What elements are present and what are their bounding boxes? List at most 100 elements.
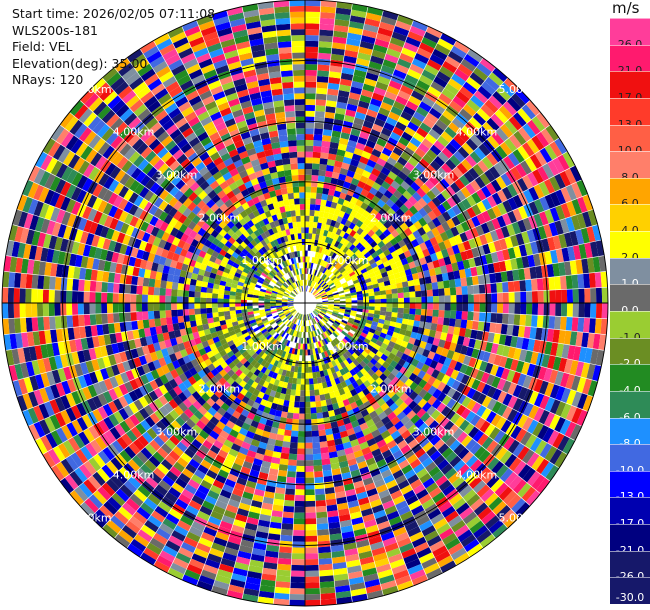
velocity-gate <box>183 257 191 266</box>
velocity-gate <box>368 200 377 209</box>
velocity-gate <box>315 99 327 106</box>
velocity-gate <box>271 372 278 380</box>
velocity-gate <box>444 303 451 311</box>
velocity-gate <box>317 314 323 320</box>
velocity-gate <box>445 333 454 343</box>
velocity-gate <box>218 377 227 386</box>
velocity-gate <box>3 255 12 272</box>
velocity-gate <box>39 202 50 219</box>
velocity-gate <box>378 252 386 260</box>
velocity-gate <box>50 429 63 446</box>
velocity-gate <box>351 80 364 90</box>
velocity-gate <box>412 191 422 202</box>
velocity-gate <box>50 124 65 142</box>
velocity-gate <box>312 447 321 455</box>
velocity-gate <box>119 243 128 255</box>
velocity-gate <box>64 115 79 132</box>
velocity-gate <box>432 259 441 269</box>
velocity-gate <box>451 193 462 205</box>
velocity-gate <box>270 293 277 297</box>
velocity-gate <box>480 407 492 421</box>
velocity-gate <box>432 207 442 218</box>
velocity-gate <box>355 313 362 319</box>
velocity-gate <box>348 21 365 30</box>
velocity-gate <box>254 376 262 384</box>
velocity-gate <box>204 495 218 506</box>
velocity-gate <box>372 244 381 252</box>
velocity-gate <box>286 346 291 353</box>
velocity-gate <box>102 271 110 283</box>
velocity-gate <box>190 238 200 248</box>
velocity-gate <box>112 303 119 314</box>
velocity-gate <box>347 348 355 355</box>
velocity-gate <box>380 430 391 440</box>
velocity-gate <box>549 141 563 158</box>
velocity-gate <box>426 366 435 376</box>
velocity-gate <box>337 313 344 318</box>
velocity-gate <box>118 198 129 211</box>
velocity-gate <box>262 393 270 401</box>
velocity-gate <box>305 93 316 100</box>
velocity-gate <box>308 286 312 293</box>
velocity-gate <box>305 233 309 239</box>
velocity-gate <box>231 321 239 327</box>
velocity-gate <box>536 315 544 328</box>
velocity-gate <box>239 347 247 355</box>
velocity-gate <box>350 196 358 205</box>
velocity-gate <box>327 445 337 453</box>
velocity-gate <box>85 442 98 458</box>
velocity-gate <box>130 167 142 180</box>
velocity-gate <box>141 162 154 175</box>
velocity-gate <box>260 366 268 374</box>
velocity-gate <box>305 157 313 164</box>
velocity-gate <box>177 213 188 224</box>
velocity-gate <box>262 319 269 325</box>
velocity-gate <box>136 229 146 241</box>
velocity-gate <box>475 330 484 341</box>
velocity-gate <box>155 366 165 378</box>
velocity-gate <box>179 328 187 337</box>
velocity-gate <box>352 334 359 341</box>
velocity-gate <box>60 394 71 410</box>
velocity-gate <box>187 201 197 212</box>
velocity-gate <box>259 344 267 351</box>
velocity-gate <box>263 561 278 570</box>
velocity-gate <box>418 388 428 399</box>
velocity-gate <box>427 86 442 98</box>
velocity-gate <box>345 391 353 399</box>
velocity-gate <box>506 96 522 112</box>
velocity-gate <box>113 410 125 424</box>
velocity-gate <box>223 290 231 296</box>
velocity-gate <box>266 538 281 547</box>
velocity-gate <box>362 357 370 365</box>
velocity-gate <box>346 170 356 178</box>
velocity-gate <box>512 194 524 209</box>
velocity-gate <box>424 416 435 427</box>
velocity-gate <box>31 230 41 247</box>
velocity-gate <box>117 506 133 521</box>
velocity-gate <box>385 398 395 408</box>
velocity-gate <box>300 320 303 327</box>
velocity-gate <box>229 578 246 588</box>
velocity-gate <box>348 222 356 230</box>
velocity-gate <box>164 454 177 467</box>
velocity-gate <box>380 306 387 312</box>
velocity-gate <box>379 290 387 296</box>
velocity-gate <box>307 274 310 280</box>
velocity-gate <box>185 346 194 356</box>
velocity-gate <box>419 340 427 349</box>
velocity-gate <box>399 84 414 96</box>
velocity-gate <box>319 253 324 260</box>
velocity-gate <box>244 390 253 399</box>
velocity-gate <box>366 159 377 169</box>
velocity-gate <box>226 350 235 358</box>
velocity-gate <box>205 297 212 303</box>
velocity-gate <box>267 533 281 541</box>
velocity-gate <box>268 343 275 351</box>
velocity-gate <box>263 321 270 327</box>
velocity-gate <box>274 439 284 447</box>
velocity-gate <box>595 303 603 319</box>
velocity-gate <box>234 272 242 278</box>
velocity-gate <box>188 526 204 538</box>
velocity-gate <box>344 109 357 118</box>
